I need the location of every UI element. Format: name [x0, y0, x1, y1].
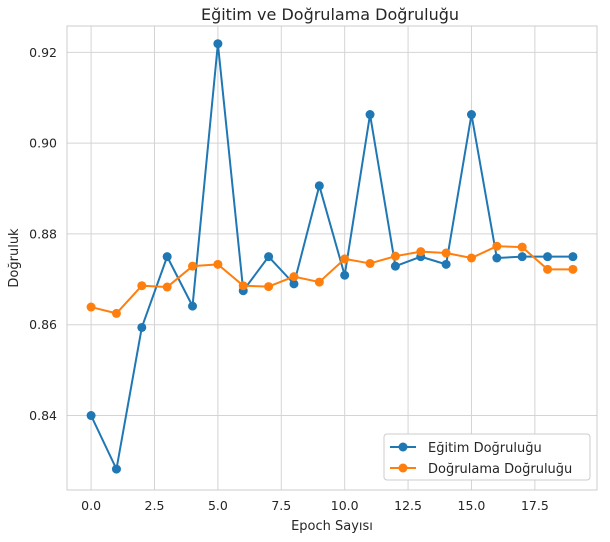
- data-point-val: [492, 241, 502, 251]
- plot-area-frame: [66, 25, 598, 491]
- x-tick-label: 15.0: [458, 498, 486, 513]
- data-point-val: [238, 281, 248, 291]
- data-point-train: [137, 322, 147, 332]
- legend-box: [383, 433, 591, 481]
- series-line-val: [90, 245, 573, 315]
- data-point-train: [162, 252, 172, 262]
- chart-title: Eğitim ve Doğrulama Doğruluğu: [201, 5, 459, 24]
- data-point-train: [188, 301, 198, 311]
- data-point-train: [390, 261, 400, 271]
- x-tick-label: 12.5: [394, 498, 422, 513]
- data-point-val: [568, 264, 578, 274]
- data-point-val: [289, 272, 299, 282]
- data-point-train: [543, 252, 553, 262]
- legend-label-train: Eğitim Doğruluğu: [428, 441, 542, 456]
- legend-marker-val: [398, 463, 408, 473]
- data-point-train: [213, 39, 223, 49]
- data-point-val: [365, 258, 375, 268]
- data-point-train: [441, 259, 451, 269]
- data-point-val: [213, 259, 223, 269]
- series-layer: [86, 39, 578, 474]
- data-point-val: [543, 264, 553, 274]
- legend: Eğitim Doğruluğu Doğrulama Doğruluğu: [383, 433, 591, 481]
- x-tick-label: 0.0: [81, 498, 101, 513]
- y-tick-label: 0.90: [29, 136, 57, 151]
- data-point-val: [188, 261, 198, 271]
- series-line-train: [90, 42, 573, 471]
- data-point-val: [137, 281, 147, 291]
- data-point-val: [466, 253, 476, 263]
- data-point-val: [162, 282, 172, 292]
- x-tick-label: 5.0: [208, 498, 228, 513]
- series-val: [86, 241, 578, 318]
- data-point-train: [466, 110, 476, 120]
- data-point-val: [340, 254, 350, 264]
- data-point-train: [517, 252, 527, 262]
- data-point-train: [289, 279, 299, 289]
- data-point-val: [416, 247, 426, 257]
- data-point-val: [264, 282, 274, 292]
- x-tick-label: 10.0: [331, 498, 359, 513]
- data-point-train: [314, 181, 324, 191]
- data-point-train: [340, 270, 350, 280]
- data-point-train: [111, 464, 121, 474]
- tick-labels: 0.0 2.5 5.0 7.5 10.0 12.5 15.0 17.5 0.84 0.86 0.88…: [29, 45, 549, 513]
- data-point-train: [264, 252, 274, 262]
- data-point-val: [390, 251, 400, 261]
- y-tick-label: 0.88: [29, 226, 57, 241]
- y-tick-label: 0.84: [29, 408, 57, 423]
- x-axis-label: Epoch Sayısı: [291, 519, 373, 534]
- data-point-val: [517, 242, 527, 252]
- data-point-train: [492, 253, 502, 263]
- data-point-val: [86, 302, 96, 312]
- legend-label-val: Doğrulama Doğruluğu: [428, 462, 572, 477]
- legend-marker-train: [398, 442, 408, 452]
- y-tick-label: 0.86: [29, 317, 57, 332]
- data-point-train: [86, 411, 96, 421]
- data-point-val: [314, 277, 324, 287]
- x-tick-label: 17.5: [521, 498, 549, 513]
- data-point-val: [441, 248, 451, 258]
- x-tick-label: 2.5: [145, 498, 165, 513]
- y-axis-label: Doğruluk: [7, 228, 22, 288]
- data-point-val: [111, 308, 121, 318]
- y-tick-label: 0.92: [29, 45, 57, 60]
- x-tick-label: 7.5: [271, 498, 291, 513]
- data-point-train: [365, 110, 375, 120]
- data-point-train: [568, 252, 578, 262]
